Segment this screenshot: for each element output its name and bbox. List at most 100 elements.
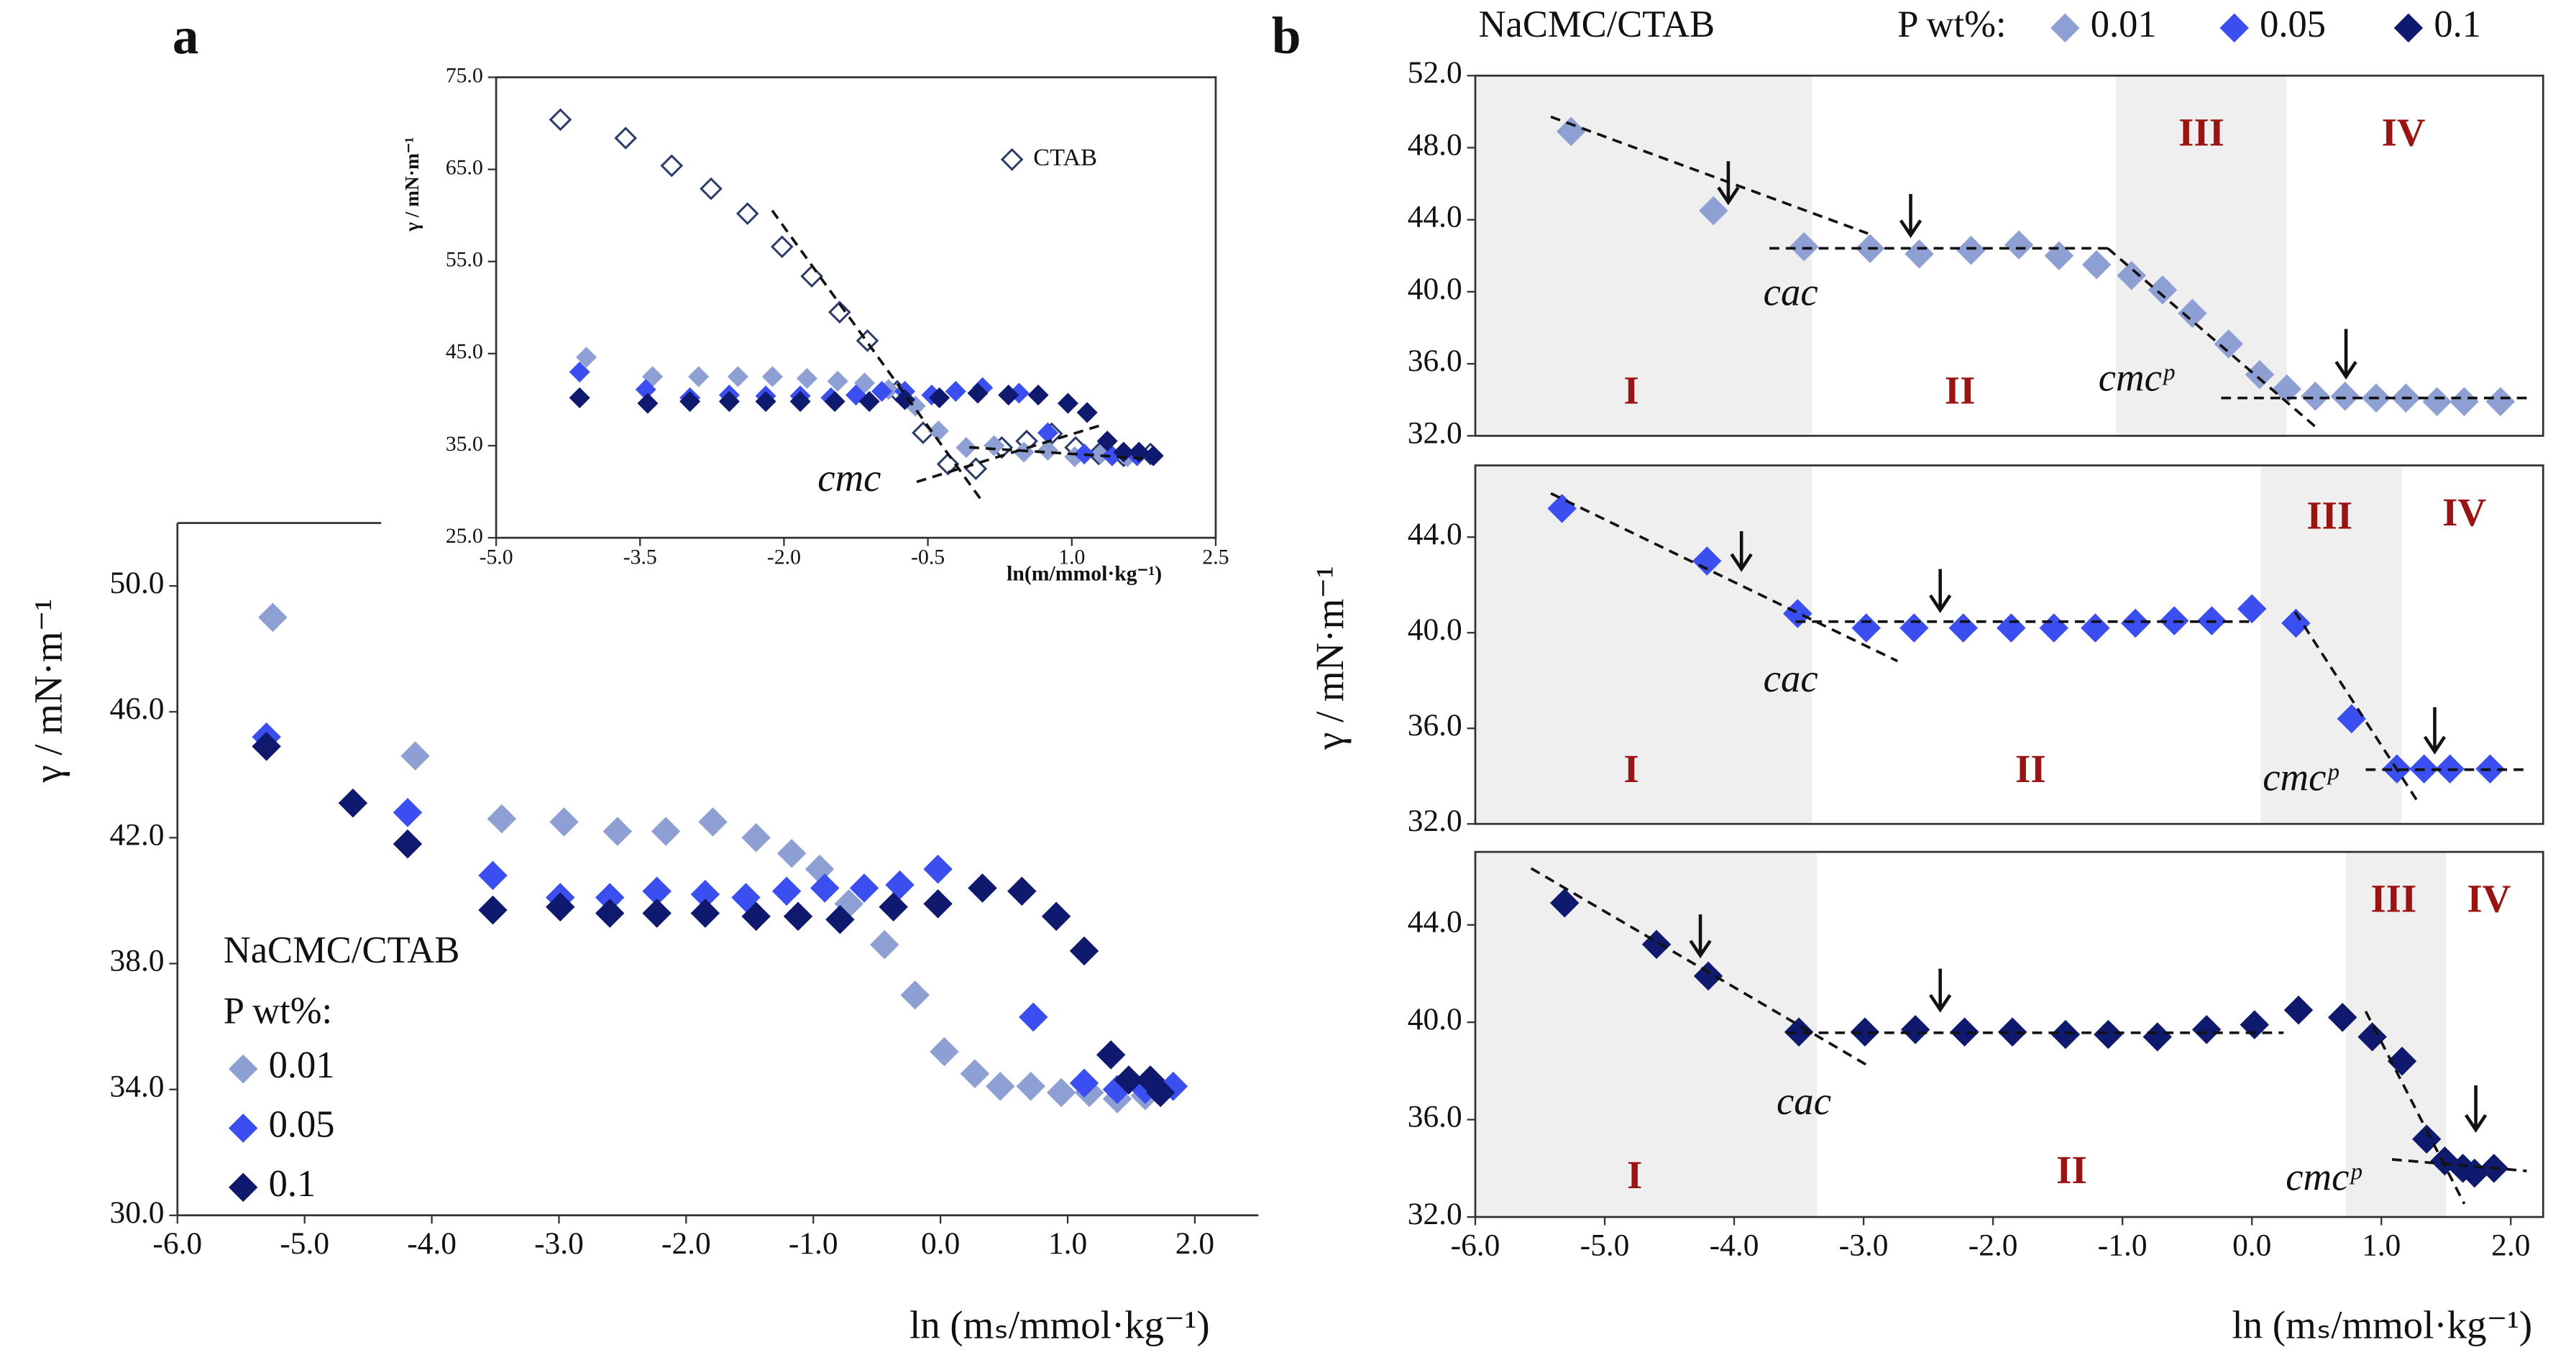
data-point [731, 883, 761, 912]
data-point [796, 367, 817, 390]
x-tick-label: -2.0 [767, 546, 801, 569]
arrow [1730, 531, 1753, 572]
arrow [1899, 193, 1922, 239]
data-point [549, 108, 572, 132]
data-point [1956, 236, 1986, 265]
data-point [1041, 901, 1071, 932]
shade [1475, 465, 1812, 824]
data-point [1145, 1077, 1175, 1108]
data-point [1037, 439, 1058, 461]
data-point [1789, 231, 1819, 262]
y-tick-label: 35.0 [446, 433, 483, 456]
legend-label: 0.1 [269, 1163, 316, 1205]
legend-label: 0.05 [2260, 4, 2326, 45]
legend-label: 0.1 [2434, 4, 2481, 45]
arrow [1717, 161, 1740, 206]
x-tick-label: -4.0 [407, 1226, 457, 1261]
fit-line [1550, 115, 1869, 235]
plot-frame [1474, 74, 2544, 437]
data-point [2094, 1019, 2123, 1049]
y-tick-label: 42.0 [110, 817, 165, 852]
x-tick-label: 1.0 [2362, 1228, 2401, 1263]
data-point [546, 892, 575, 922]
data-point [2422, 387, 2452, 416]
data-point [2148, 275, 2178, 305]
data-point [252, 732, 281, 761]
x-tick-label: -5.0 [280, 1226, 329, 1261]
data-point [2330, 381, 2360, 411]
data-point [776, 839, 807, 868]
data-point [2191, 1015, 2222, 1044]
x-tick-label: -2.0 [661, 1226, 711, 1261]
x-axis-label: ln (mₛ/mmol·kg⁻¹) [2232, 1302, 2533, 1346]
data-point [690, 898, 720, 928]
data-point [569, 387, 590, 408]
data-point [761, 366, 783, 387]
data-point [828, 300, 851, 324]
data-point [478, 860, 508, 891]
x-tick-label: -1.0 [2098, 1228, 2148, 1263]
data-point [871, 380, 893, 402]
data-point [885, 870, 915, 900]
data-point [986, 1072, 1015, 1101]
plot-frame [1474, 464, 2544, 825]
data-point [576, 346, 597, 368]
data-point [2142, 1022, 2173, 1052]
legend-marker [2050, 13, 2080, 43]
data-point [1096, 431, 1118, 452]
arrow [1689, 914, 1712, 959]
data-point [1046, 1077, 1076, 1108]
inset-background [381, 60, 1257, 637]
x-tick-label: -3.0 [534, 1226, 584, 1261]
data-point [400, 741, 430, 771]
legend-label: 0.05 [269, 1104, 335, 1146]
data-point [602, 817, 633, 846]
data-point [741, 901, 771, 932]
data-point [923, 854, 953, 884]
legend-marker [2219, 13, 2249, 43]
data-point [393, 798, 423, 827]
region-label: IV [2442, 490, 2486, 534]
data-point [810, 873, 840, 903]
data-point [770, 235, 794, 259]
y-tick-label: 65.0 [446, 156, 483, 179]
data-point [1069, 1068, 1099, 1098]
data-point [338, 788, 368, 818]
fit-line [2391, 1158, 2527, 1172]
data-point [1114, 1065, 1144, 1095]
data-point [1076, 402, 1098, 423]
data-point [923, 889, 953, 919]
y-axis-label: γ / mN·m⁻¹ [401, 137, 423, 232]
data-point [679, 390, 701, 413]
data-point [614, 127, 638, 150]
data-point [741, 823, 771, 852]
data-point [1556, 116, 1586, 147]
data-point [1019, 1002, 1048, 1032]
legend-label: CTAB [1033, 144, 1097, 171]
region-shading [1475, 75, 2447, 1218]
x-tick-label: -5.0 [480, 546, 513, 569]
data-point [2081, 250, 2112, 280]
data-point [258, 602, 288, 633]
x-tick-label: -3.5 [623, 546, 657, 569]
data-point [968, 873, 997, 903]
data-point [2283, 996, 2314, 1025]
data-point [998, 385, 1019, 406]
data-point [2357, 1022, 2387, 1052]
data-point [2081, 613, 2110, 643]
data-point [879, 892, 908, 922]
data-point [478, 895, 508, 925]
data-point [2240, 1010, 2270, 1039]
x-tick-label: -4.0 [1710, 1228, 1759, 1263]
legend-label: 0.01 [269, 1044, 335, 1086]
shade [1475, 852, 1818, 1218]
region-label: I [1627, 1153, 1642, 1197]
data-point [1692, 546, 1722, 576]
data-point [595, 898, 625, 928]
data-point [2004, 230, 2034, 260]
arrow [2334, 328, 2357, 380]
legend-subtitle: P wt%: [224, 991, 332, 1032]
region-label: I [1623, 369, 1638, 413]
data-point [642, 898, 671, 928]
legend-marker [1000, 148, 1024, 171]
